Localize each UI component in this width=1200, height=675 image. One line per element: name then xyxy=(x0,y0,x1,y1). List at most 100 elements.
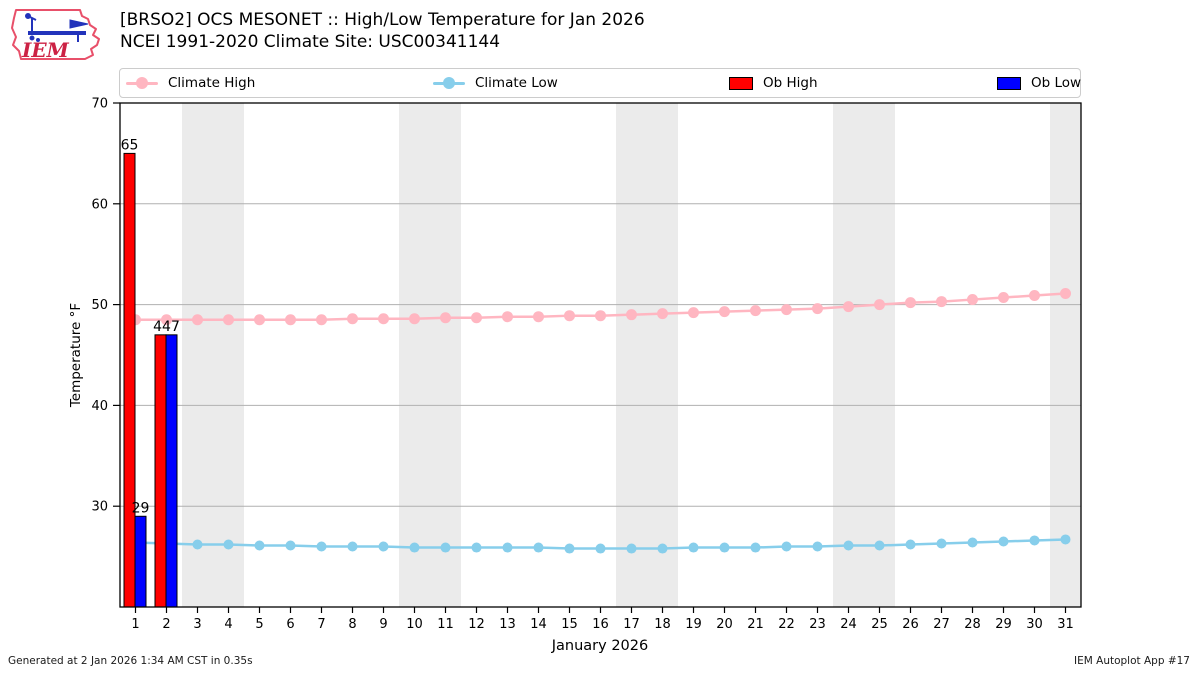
line-marker xyxy=(595,310,606,322)
line-marker xyxy=(254,314,265,326)
line-marker xyxy=(192,314,203,326)
y-tick-label: 40 xyxy=(91,399,108,414)
line-marker xyxy=(936,296,947,308)
line-marker xyxy=(223,539,234,550)
x-tick-label: 1 xyxy=(131,617,139,632)
line-marker xyxy=(347,541,358,552)
line-marker xyxy=(719,306,730,318)
x-axis-title: January 2026 xyxy=(551,638,648,654)
ob-high-bar xyxy=(154,334,167,608)
line-marker xyxy=(502,311,513,323)
legend-label: Ob Low xyxy=(1031,75,1082,91)
x-tick-label: 19 xyxy=(685,617,702,632)
x-tick-label: 26 xyxy=(902,617,919,632)
line-marker xyxy=(719,542,730,553)
x-tick-label: 15 xyxy=(561,617,578,632)
line-marker xyxy=(378,313,389,325)
line-marker xyxy=(781,304,792,316)
line-marker xyxy=(626,309,637,321)
x-tick-label: 17 xyxy=(623,617,640,632)
legend-item-climate-high: Climate High xyxy=(126,69,255,97)
x-tick-label: 7 xyxy=(317,617,325,632)
x-tick-label: 22 xyxy=(778,617,795,632)
climate-high-line xyxy=(130,288,1071,326)
weather-station-icon xyxy=(25,13,89,42)
line-marker xyxy=(409,542,420,553)
x-tick-label: 29 xyxy=(995,617,1012,632)
chart-legend: Climate High Climate Low Ob High Ob Low xyxy=(119,68,1081,98)
line-marker xyxy=(316,541,327,552)
line-marker xyxy=(564,310,575,322)
x-tick-label: 20 xyxy=(716,617,733,632)
x-tick-label: 13 xyxy=(499,617,516,632)
chart-header: [BRSO2] OCS MESONET :: High/Low Temperat… xyxy=(120,9,645,53)
x-tick-label: 28 xyxy=(964,617,981,632)
line-marker xyxy=(967,537,978,548)
bar-labels: 65 447 29 xyxy=(121,137,180,516)
line-marker xyxy=(1029,535,1040,546)
gridlines xyxy=(120,102,1081,507)
legend-item-ob-low: Ob Low xyxy=(997,69,1081,97)
x-tick-label: 6 xyxy=(286,617,294,632)
x-tick-label: 11 xyxy=(437,617,454,632)
line-marker xyxy=(471,312,482,324)
y-tick-label: 60 xyxy=(91,197,108,212)
x-tick-label: 30 xyxy=(1026,617,1043,632)
x-tick-label: 24 xyxy=(840,617,857,632)
line-marker xyxy=(905,297,916,309)
line-marker xyxy=(595,543,606,554)
weekend-band xyxy=(213,103,244,607)
x-tick-label: 10 xyxy=(406,617,423,632)
ob-low-swatch-icon xyxy=(997,76,1021,90)
line-marker xyxy=(843,540,854,551)
legend-label: Ob High xyxy=(763,75,818,91)
line-marker xyxy=(1060,534,1071,545)
line-marker xyxy=(688,542,699,553)
ob-high-swatch-icon xyxy=(729,76,753,90)
line-marker xyxy=(750,305,761,317)
ob-low-bar xyxy=(165,334,178,608)
bar-value-label: 65 xyxy=(121,137,139,153)
x-tick-label: 5 xyxy=(255,617,263,632)
line-marker xyxy=(936,538,947,549)
plot-frame xyxy=(119,102,1082,608)
line-marker xyxy=(998,292,1009,304)
line-marker xyxy=(874,299,885,311)
line-marker xyxy=(440,312,451,324)
line-marker xyxy=(874,540,885,551)
x-tick-label: 27 xyxy=(933,617,950,632)
weekend-band xyxy=(647,103,678,607)
generated-at-text: Generated at 2 Jan 2026 1:34 AM CST in 0… xyxy=(8,655,253,667)
legend-label: Climate Low xyxy=(475,75,558,91)
x-tick-label: 16 xyxy=(592,617,609,632)
line-marker xyxy=(657,543,668,554)
weekend-band xyxy=(182,103,213,607)
bar-value-label: 447 xyxy=(153,319,180,335)
line-marker xyxy=(812,541,823,552)
x-tick-label: 31 xyxy=(1057,617,1074,632)
line-marker xyxy=(843,301,854,313)
line-marker xyxy=(285,314,296,326)
iem-logo-text: IEM xyxy=(21,38,70,62)
x-tick-label: 4 xyxy=(224,617,232,632)
weekend-bands xyxy=(182,103,1081,607)
chart-title: [BRSO2] OCS MESONET :: High/Low Temperat… xyxy=(120,10,645,30)
y-axis-title: Temperature °F xyxy=(68,303,84,408)
climate-low-line-marker-icon xyxy=(433,76,465,90)
line-marker xyxy=(533,542,544,553)
line-marker xyxy=(1029,290,1040,302)
line-marker xyxy=(1060,288,1071,300)
line-marker xyxy=(409,313,420,325)
line-marker xyxy=(905,539,916,550)
chart-subtitle: NCEI 1991-2020 Climate Site: USC00341144 xyxy=(120,32,501,52)
line-marker xyxy=(192,539,203,550)
weekend-band xyxy=(1050,103,1081,607)
weekend-band xyxy=(864,103,895,607)
line-marker xyxy=(564,543,575,554)
line-marker xyxy=(533,311,544,323)
iem-logo: IEM xyxy=(11,9,100,62)
line-marker xyxy=(626,543,637,554)
line-marker xyxy=(998,536,1009,547)
line-marker xyxy=(781,541,792,552)
line-marker xyxy=(688,307,699,319)
